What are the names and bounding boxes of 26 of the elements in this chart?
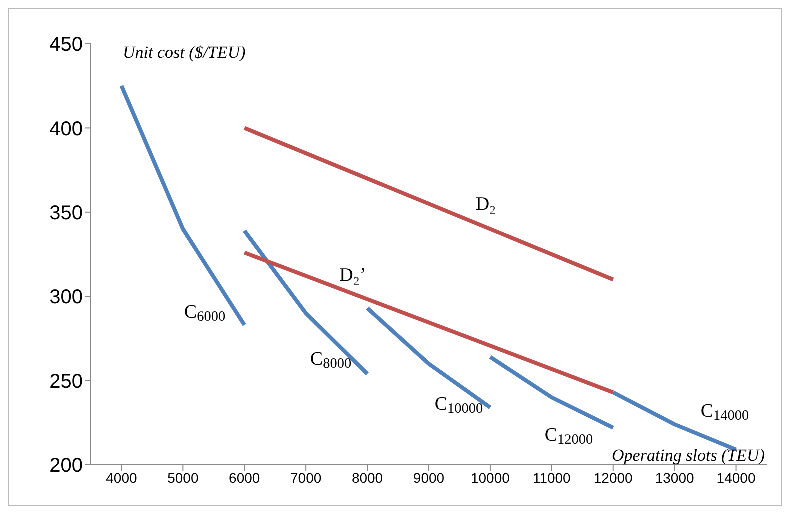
x-tick-label: 4000 — [106, 470, 138, 486]
annotation: C$_{10000}$ — [434, 394, 484, 418]
annotation: C$_{6000}$ — [184, 302, 226, 326]
x-tick-label: 7000 — [290, 470, 322, 486]
x-tick-label: 14000 — [716, 470, 756, 486]
annotation: D₂ — [476, 194, 496, 216]
annotation: C$_{12000}$ — [544, 425, 594, 448]
x-tick-label: 6000 — [229, 470, 260, 486]
y-tick-label: 400 — [50, 118, 83, 140]
x-tick-label: 11000 — [532, 470, 572, 486]
x-tick-label: 9000 — [413, 470, 445, 486]
x-tick-label: 13000 — [655, 470, 694, 486]
annotation: D₂’ — [340, 265, 366, 286]
x-tick-label: 10000 — [470, 470, 510, 486]
y-tick-label: 350 — [50, 202, 83, 224]
y-axis-title: Unit cost ($/TEU) — [123, 42, 246, 62]
y-tick-label: 300 — [50, 286, 83, 309]
x-axis-title: Operating slots (TEU) — [612, 446, 766, 465]
x-tick-label: 8000 — [352, 470, 384, 486]
x-tick-label: 12000 — [594, 470, 634, 486]
annotation: C$_{14000}$ — [700, 401, 750, 424]
x-tick-label: 5000 — [168, 470, 199, 486]
y-tick-label: 200 — [50, 455, 83, 478]
y-tick-label: 250 — [50, 370, 83, 393]
y-tick-label: 450 — [50, 34, 83, 56]
annotation: C$_{8000}$ — [310, 349, 352, 372]
